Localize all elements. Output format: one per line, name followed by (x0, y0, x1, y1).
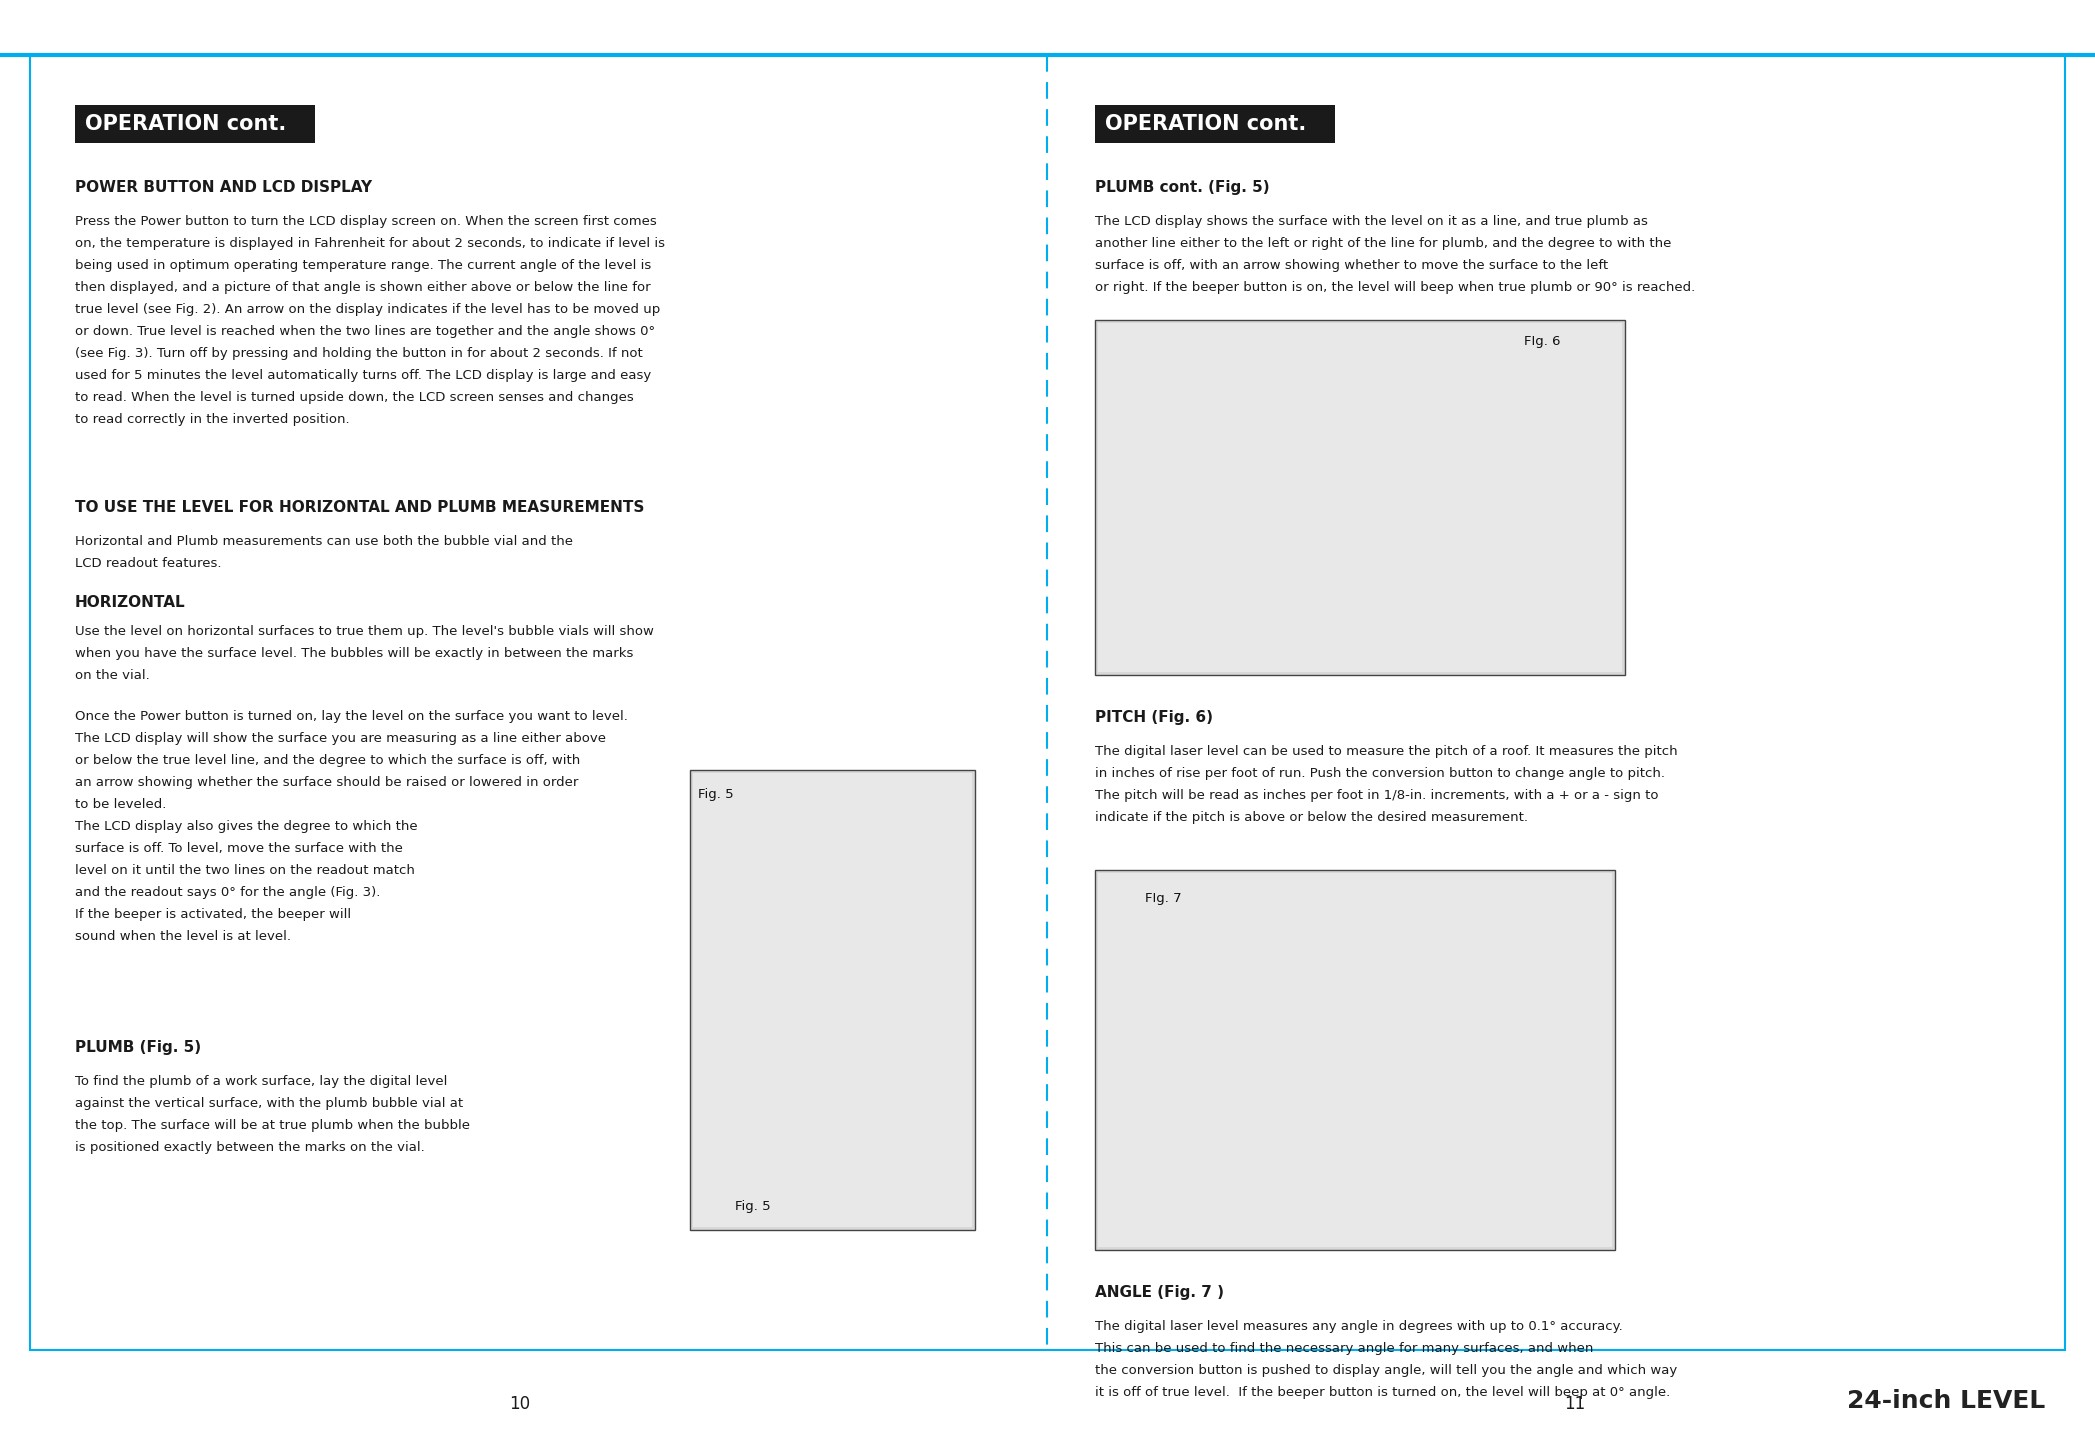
Bar (1098, 873, 1611, 1247)
Text: used for 5 minutes the level automatically turns off. The LCD display is large a: used for 5 minutes the level automatical… (75, 370, 652, 383)
Text: The LCD display shows the surface with the level on it as a line, and true plumb: The LCD display shows the surface with t… (1096, 215, 1649, 228)
Text: FIg. 6: FIg. 6 (1523, 335, 1561, 348)
Text: the top. The surface will be at true plumb when the bubble: the top. The surface will be at true plu… (75, 1119, 469, 1132)
Text: TO USE THE LEVEL FOR HORIZONTAL AND PLUMB MEASUREMENTS: TO USE THE LEVEL FOR HORIZONTAL AND PLUM… (75, 500, 645, 514)
Text: PLUMB (Fig. 5): PLUMB (Fig. 5) (75, 1040, 201, 1055)
Text: level on it until the two lines on the readout match: level on it until the two lines on the r… (75, 864, 415, 877)
Text: and the readout says 0° for the angle (Fig. 3).: and the readout says 0° for the angle (F… (75, 886, 381, 898)
Text: FIg. 7: FIg. 7 (1146, 891, 1182, 906)
Text: LCD readout features.: LCD readout features. (75, 557, 222, 570)
Text: an arrow showing whether the surface should be raised or lowered in order: an arrow showing whether the surface sho… (75, 777, 578, 790)
Text: The digital laser level can be used to measure the pitch of a roof. It measures : The digital laser level can be used to m… (1096, 745, 1678, 758)
Text: or right. If the beeper button is on, the level will beep when true plumb or 90°: or right. If the beeper button is on, th… (1096, 281, 1695, 294)
Text: This can be used to find the necessary angle for many surfaces, and when: This can be used to find the necessary a… (1096, 1341, 1594, 1356)
Text: To find the plumb of a work surface, lay the digital level: To find the plumb of a work surface, lay… (75, 1075, 448, 1088)
Text: Use the level on horizontal surfaces to true them up. The level's bubble vials w: Use the level on horizontal surfaces to … (75, 625, 654, 638)
Text: when you have the surface level. The bubbles will be exactly in between the mark: when you have the surface level. The bub… (75, 648, 633, 661)
Text: Once the Power button is turned on, lay the level on the surface you want to lev: Once the Power button is turned on, lay … (75, 709, 628, 724)
Text: ANGLE (Fig. 7 ): ANGLE (Fig. 7 ) (1096, 1285, 1223, 1300)
Text: The LCD display also gives the degree to which the: The LCD display also gives the degree to… (75, 820, 417, 833)
Text: indicate if the pitch is above or below the desired measurement.: indicate if the pitch is above or below … (1096, 811, 1527, 824)
Text: PITCH (Fig. 6): PITCH (Fig. 6) (1096, 709, 1213, 725)
Text: The LCD display will show the surface you are measuring as a line either above: The LCD display will show the surface yo… (75, 732, 605, 745)
Text: Fig. 5: Fig. 5 (698, 788, 733, 801)
Bar (689, 770, 974, 1230)
Text: it is off of true level.  If the beeper button is turned on, the level will beep: it is off of true level. If the beeper b… (1096, 1386, 1670, 1399)
Text: HORIZONTAL: HORIZONTAL (75, 595, 186, 610)
Text: OPERATION cont.: OPERATION cont. (86, 115, 287, 135)
Text: 24-inch LEVEL: 24-inch LEVEL (1848, 1389, 2045, 1413)
Text: the conversion button is pushed to display angle, will tell you the angle and wh: the conversion button is pushed to displ… (1096, 1364, 1678, 1377)
Text: surface is off, with an arrow showing whether to move the surface to the left: surface is off, with an arrow showing wh… (1096, 259, 1609, 272)
Text: sound when the level is at level.: sound when the level is at level. (75, 930, 291, 943)
Bar (1096, 105, 1335, 143)
Text: OPERATION cont.: OPERATION cont. (1104, 115, 1307, 135)
Text: to be leveled.: to be leveled. (75, 798, 166, 811)
Text: is positioned exactly between the marks on the vial.: is positioned exactly between the marks … (75, 1141, 425, 1154)
Text: 10: 10 (509, 1394, 530, 1413)
Text: The digital laser level measures any angle in degrees with up to 0.1° accuracy.: The digital laser level measures any ang… (1096, 1320, 1624, 1333)
Text: to read correctly in the inverted position.: to read correctly in the inverted positi… (75, 413, 350, 426)
Text: 11: 11 (1565, 1394, 1586, 1413)
Text: Press the Power button to turn the LCD display screen on. When the screen first : Press the Power button to turn the LCD d… (75, 215, 656, 228)
Text: POWER BUTTON AND LCD DISPLAY: POWER BUTTON AND LCD DISPLAY (75, 181, 373, 195)
Text: on, the temperature is displayed in Fahrenheit for about 2 seconds, to indicate : on, the temperature is displayed in Fahr… (75, 236, 664, 249)
Text: If the beeper is activated, the beeper will: If the beeper is activated, the beeper w… (75, 909, 352, 921)
Bar (75, 105, 314, 143)
Text: to read. When the level is turned upside down, the LCD screen senses and changes: to read. When the level is turned upside… (75, 391, 635, 404)
Text: in inches of rise per foot of run. Push the conversion button to change angle to: in inches of rise per foot of run. Push … (1096, 767, 1666, 780)
Bar (693, 772, 972, 1227)
Text: another line either to the left or right of the line for plumb, and the degree t: another line either to the left or right… (1096, 236, 1672, 249)
Text: (see Fig. 3). Turn off by pressing and holding the button in for about 2 seconds: (see Fig. 3). Turn off by pressing and h… (75, 347, 643, 360)
Text: against the vertical surface, with the plumb bubble vial at: against the vertical surface, with the p… (75, 1098, 463, 1111)
Text: surface is off. To level, move the surface with the: surface is off. To level, move the surfa… (75, 843, 402, 856)
Text: The pitch will be read as inches per foot in 1/8-in. increments, with a + or a -: The pitch will be read as inches per foo… (1096, 790, 1659, 802)
Text: or down. True level is reached when the two lines are together and the angle sho: or down. True level is reached when the … (75, 325, 656, 338)
Text: Horizontal and Plumb measurements can use both the bubble vial and the: Horizontal and Plumb measurements can us… (75, 535, 574, 547)
Text: being used in optimum operating temperature range. The current angle of the leve: being used in optimum operating temperat… (75, 259, 652, 272)
Bar (1098, 322, 1622, 672)
Text: Fig. 5: Fig. 5 (735, 1199, 771, 1212)
Bar (1096, 320, 1626, 675)
Bar (1096, 870, 1615, 1250)
Text: on the vial.: on the vial. (75, 669, 149, 682)
Text: PLUMB cont. (Fig. 5): PLUMB cont. (Fig. 5) (1096, 181, 1270, 195)
Text: true level (see Fig. 2). An arrow on the display indicates if the level has to b: true level (see Fig. 2). An arrow on the… (75, 302, 660, 317)
Text: or below the true level line, and the degree to which the surface is off, with: or below the true level line, and the de… (75, 754, 580, 767)
Text: then displayed, and a picture of that angle is shown either above or below the l: then displayed, and a picture of that an… (75, 281, 652, 294)
